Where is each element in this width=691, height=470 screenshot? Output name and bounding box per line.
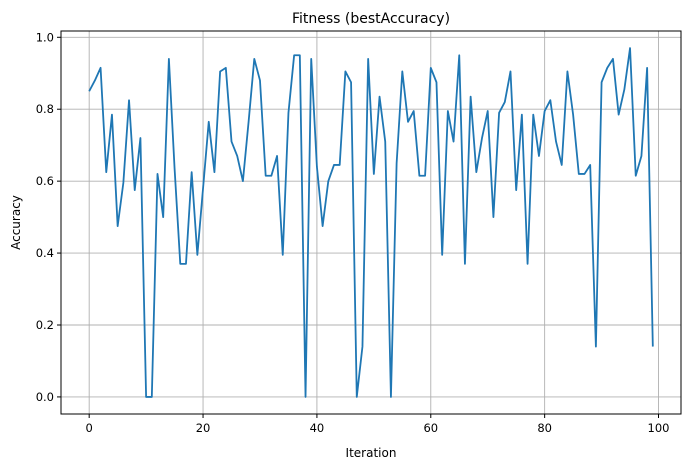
grid xyxy=(61,31,681,414)
y-tick-label: 0.4 xyxy=(36,246,54,260)
y-tick-label: 0.0 xyxy=(36,390,54,404)
x-tick-label: 20 xyxy=(196,421,211,435)
series-line xyxy=(88,47,654,398)
x-axis-ticks: 0 20 40 60 80 100 xyxy=(86,414,670,435)
x-tick-label: 0 xyxy=(86,421,93,435)
y-axis-ticks: 0.0 0.2 0.4 0.6 0.8 1.0 xyxy=(36,30,61,404)
y-axis-label: Accuracy xyxy=(9,195,23,250)
x-tick-label: 40 xyxy=(310,421,325,435)
x-tick-label: 80 xyxy=(537,421,552,435)
chart-title: Fitness (bestAccuracy) xyxy=(292,11,450,27)
x-tick-label: 100 xyxy=(648,421,670,435)
x-axis-label: Iteration xyxy=(346,446,397,460)
y-tick-label: 0.6 xyxy=(36,174,54,188)
y-tick-label: 0.2 xyxy=(36,318,54,332)
plot-frame xyxy=(60,30,682,415)
y-tick-label: 0.8 xyxy=(36,102,54,116)
y-tick-label: 1.0 xyxy=(36,30,54,44)
x-tick-label: 60 xyxy=(423,421,438,435)
